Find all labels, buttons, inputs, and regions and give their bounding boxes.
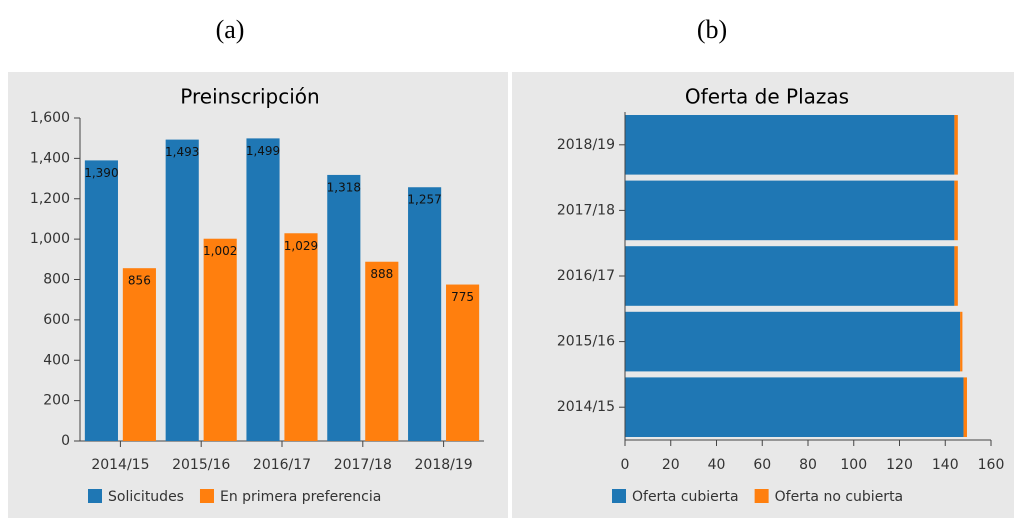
bar-segment	[625, 180, 955, 241]
y-tick-label: 200	[43, 393, 70, 409]
x-tick-label: 20	[662, 457, 680, 473]
y-tick-label: 1,000	[30, 231, 70, 247]
y-tick-label: 2018/19	[557, 137, 615, 153]
bar	[203, 238, 237, 441]
legend-label: Oferta cubierta	[632, 489, 739, 505]
data-label: 1,493	[165, 145, 199, 159]
legend-label: En primera preferencia	[220, 489, 381, 505]
y-tick-label: 800	[43, 272, 70, 288]
y-tick-label: 2014/15	[557, 399, 615, 415]
x-tick-label: 100	[840, 457, 867, 473]
bar	[122, 268, 156, 441]
x-tick-label: 2017/18	[334, 457, 392, 473]
bar	[365, 261, 399, 441]
bar	[165, 139, 199, 441]
y-tick-label: 1,400	[30, 150, 70, 166]
legend-label: Oferta no cubierta	[775, 489, 904, 505]
data-label: 888	[370, 267, 393, 281]
x-tick-label: 160	[978, 457, 1005, 473]
data-label: 1,499	[246, 144, 280, 158]
bar	[327, 174, 361, 441]
bar-segment	[625, 377, 964, 437]
bar-segment	[625, 115, 955, 175]
y-tick-label: 1,600	[30, 110, 70, 126]
bar-segment	[954, 180, 958, 241]
y-tick-label: 2015/16	[557, 334, 615, 350]
data-label: 1,029	[284, 239, 318, 253]
legend-swatch	[754, 489, 769, 503]
y-tick-label: 1,200	[30, 191, 70, 207]
bar-segment	[963, 377, 967, 437]
bar-segment	[954, 115, 958, 175]
chart-title: Oferta de Plazas	[685, 85, 849, 109]
x-tick-label: 140	[932, 457, 959, 473]
data-label: 1,002	[203, 244, 237, 258]
bar	[408, 187, 442, 441]
data-label: 1,257	[407, 193, 441, 207]
x-tick-label: 40	[708, 457, 726, 473]
x-tick-label: 120	[886, 457, 913, 473]
y-tick-label: 400	[43, 352, 70, 368]
bar-segment	[625, 311, 961, 372]
legend-swatch	[199, 489, 214, 503]
x-tick-label: 60	[753, 457, 771, 473]
x-tick-label: 2016/17	[253, 457, 311, 473]
legend-label: Solicitudes	[108, 489, 184, 505]
y-tick-label: 2017/18	[557, 202, 615, 218]
x-tick-label: 2015/16	[172, 457, 230, 473]
data-label: 775	[451, 290, 474, 304]
y-tick-label: 0	[61, 433, 70, 449]
panel-label: (b)	[697, 15, 727, 44]
panel-label: (a)	[216, 15, 245, 44]
data-label: 1,318	[327, 180, 361, 194]
bar	[84, 160, 118, 442]
data-label: 856	[128, 274, 151, 288]
bar-segment	[954, 246, 958, 306]
legend-swatch	[88, 489, 102, 503]
y-tick-label: 2016/17	[557, 268, 615, 284]
chart-title: Preinscripción	[180, 85, 319, 109]
legend-swatch	[612, 489, 626, 503]
bar-segment	[960, 311, 963, 372]
bar	[284, 233, 318, 441]
bar	[446, 284, 480, 441]
y-tick-label: 600	[43, 312, 70, 328]
x-tick-label: 2018/19	[415, 457, 473, 473]
bar-segment	[625, 246, 955, 306]
x-tick-label: 2014/15	[91, 457, 149, 473]
bar	[246, 138, 280, 441]
x-tick-label: 0	[621, 457, 630, 473]
data-label: 1,390	[84, 166, 118, 180]
x-tick-label: 80	[799, 457, 817, 473]
